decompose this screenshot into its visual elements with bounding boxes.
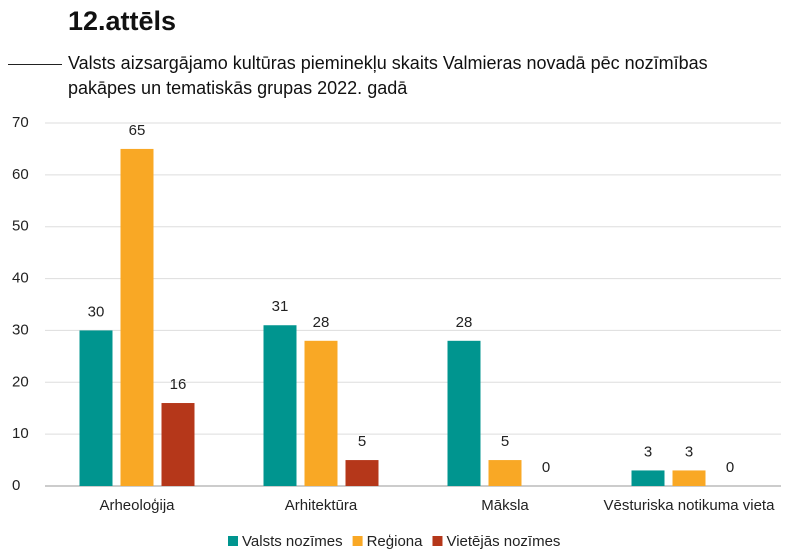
- value-label: 5: [501, 433, 509, 450]
- y-tick-label: 70: [12, 114, 29, 131]
- legend-swatch: [228, 536, 238, 546]
- x-tick-label: Māksla: [481, 497, 529, 514]
- x-tick-label: Vēsturiska notikuma vieta: [604, 497, 776, 514]
- value-label: 16: [170, 376, 187, 393]
- legend-label: Reģiona: [367, 533, 424, 550]
- y-tick-label: 10: [12, 425, 29, 442]
- value-label: 31: [272, 298, 289, 315]
- value-label: 3: [644, 443, 652, 460]
- value-label: 3: [685, 443, 693, 460]
- y-tick-label: 20: [12, 373, 29, 390]
- value-label: 0: [726, 459, 734, 476]
- x-tick-label: Arheoloģija: [99, 497, 175, 514]
- title-rule: [8, 64, 62, 65]
- chart-title: 12.attēls: [68, 6, 177, 36]
- bar: [79, 330, 113, 486]
- value-label: 30: [88, 303, 105, 320]
- chart-subtitle: Valsts aizsargājamo kultūras pieminekļu …: [68, 53, 708, 98]
- legend-label: Vietējās nozīmes: [446, 533, 560, 550]
- bar: [161, 403, 195, 486]
- value-label: 0: [542, 459, 550, 476]
- bar: [120, 148, 154, 486]
- bar: [672, 470, 706, 486]
- value-label: 28: [313, 314, 330, 331]
- bar: [447, 340, 481, 486]
- bar: [263, 325, 297, 486]
- y-tick-label: 0: [12, 477, 20, 494]
- bar: [304, 340, 338, 486]
- bar: [631, 470, 665, 486]
- bar: [488, 460, 522, 486]
- value-label: 28: [456, 314, 473, 331]
- y-tick-label: 40: [12, 270, 29, 287]
- value-label: 5: [358, 433, 366, 450]
- legend-label: Valsts nozīmes: [242, 533, 343, 550]
- bar: [345, 460, 379, 486]
- legend-swatch: [432, 536, 443, 546]
- value-label: 65: [129, 122, 146, 139]
- y-tick-label: 50: [12, 218, 29, 235]
- x-tick-label: Arhitektūra: [285, 497, 358, 514]
- y-tick-label: 60: [12, 166, 29, 183]
- y-tick-label: 30: [12, 321, 29, 338]
- legend-swatch: [352, 536, 363, 546]
